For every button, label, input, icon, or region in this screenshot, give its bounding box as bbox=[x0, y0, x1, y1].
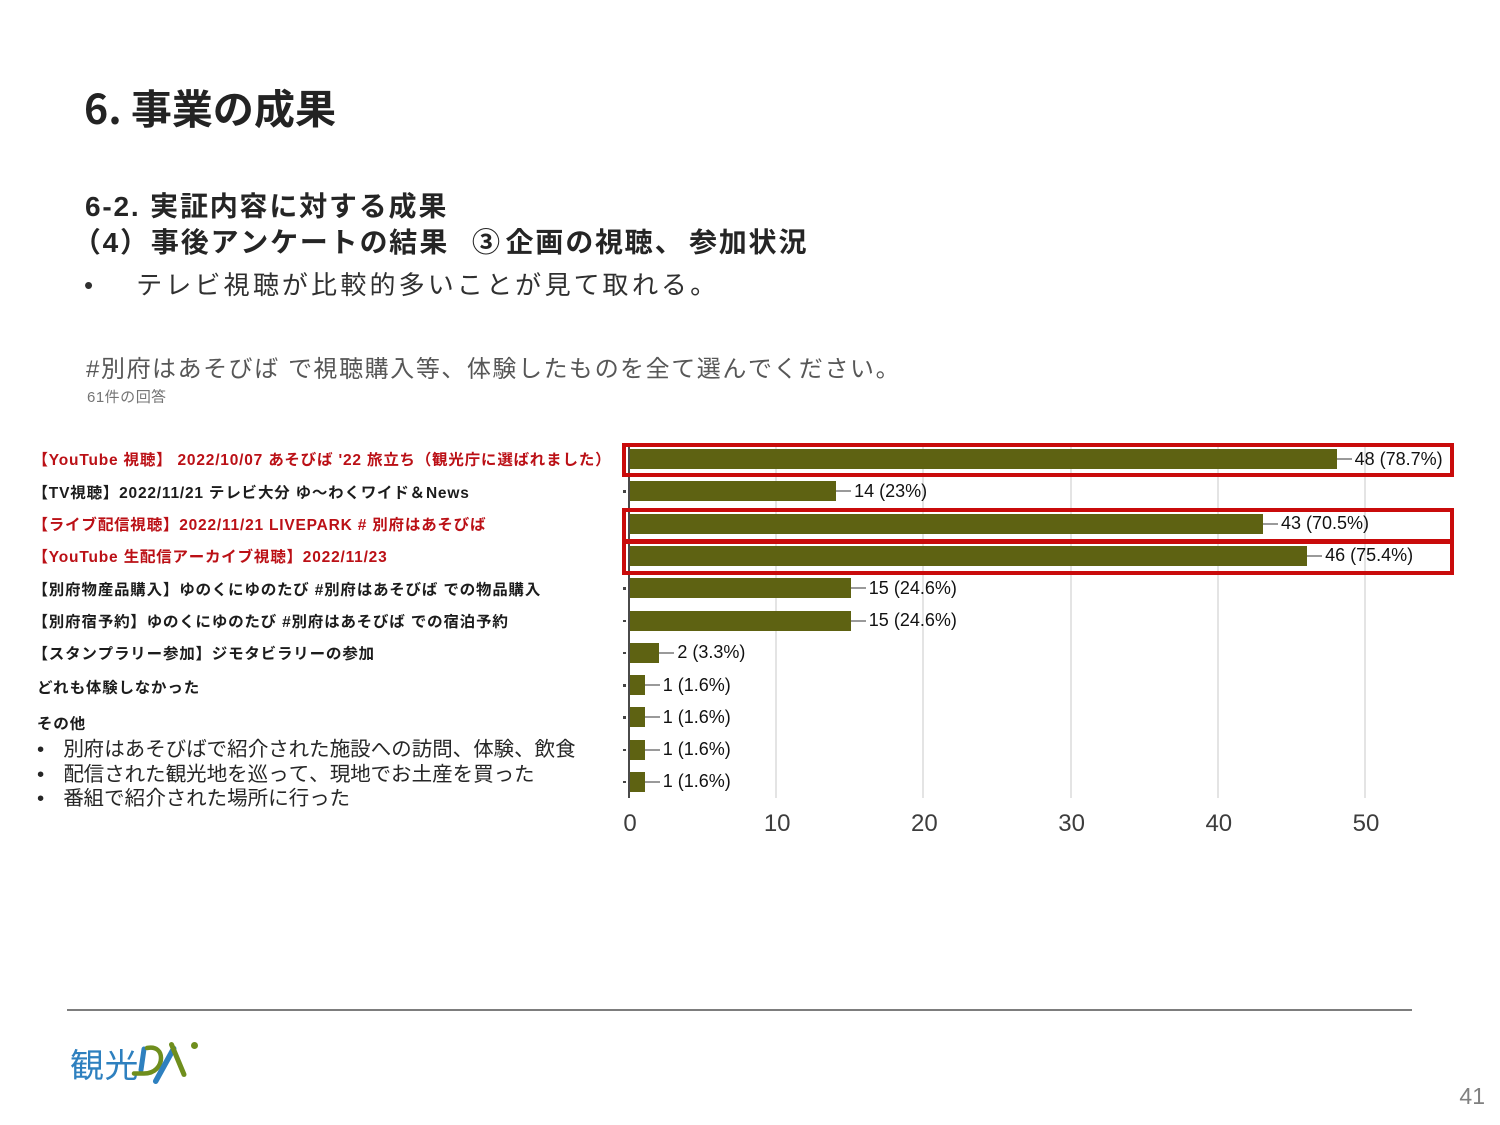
svg-text:観: 観 bbox=[70, 1039, 104, 1088]
svg-text:光: 光 bbox=[105, 1039, 139, 1088]
